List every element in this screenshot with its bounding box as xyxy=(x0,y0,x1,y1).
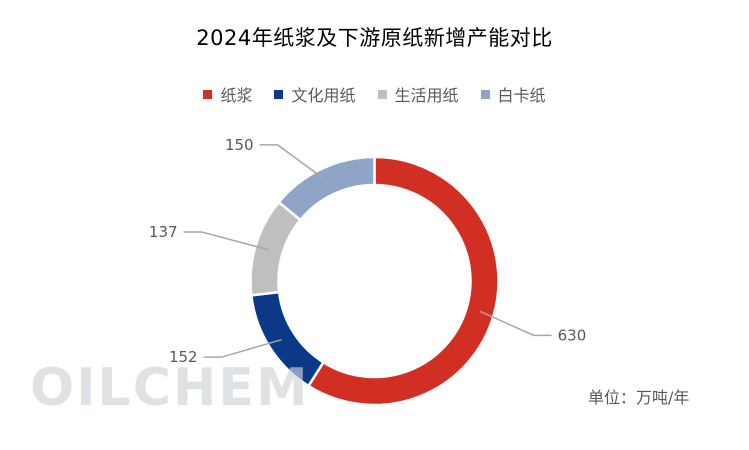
watermark-logo: OILCHEM xyxy=(30,358,310,418)
legend-item-cultural-paper: 文化用纸 xyxy=(274,82,356,106)
donut-slice-pulp xyxy=(306,155,500,407)
leader-line-pulp xyxy=(479,310,552,337)
leader-line-cultural-paper xyxy=(203,338,282,358)
data-label-ivory-board: 150 xyxy=(225,136,254,154)
data-label-tissue-paper: 137 xyxy=(149,223,178,241)
leader-lines xyxy=(183,144,552,358)
legend-item-pulp: 纸浆 xyxy=(203,82,252,106)
donut-slice-tissue-paper xyxy=(249,200,303,297)
donut-slice-ivory-board xyxy=(277,155,376,222)
legend-swatch-pulp xyxy=(203,89,213,99)
leader-line-tissue-paper xyxy=(183,231,270,251)
legend: 纸浆 文化用纸 生活用纸 白卡纸 xyxy=(0,82,749,106)
leader-line-ivory-board xyxy=(259,144,329,183)
chart-title: 2024年纸浆及下游原纸新增产能对比 xyxy=(196,26,553,50)
legend-label-ivory-board: 白卡纸 xyxy=(497,86,546,105)
unit-label: 单位：万吨/年 xyxy=(588,388,690,407)
legend-label-pulp: 纸浆 xyxy=(220,86,253,105)
data-label-pulp: 630 xyxy=(558,326,587,344)
legend-item-tissue-paper: 生活用纸 xyxy=(377,82,459,106)
data-label-cultural-paper: 152 xyxy=(169,348,198,366)
legend-label-tissue-paper: 生活用纸 xyxy=(394,86,459,105)
data-labels: 630 152 137 150 xyxy=(149,136,586,366)
legend-label-cultural-paper: 文化用纸 xyxy=(291,86,356,105)
legend-swatch-cultural-paper xyxy=(274,89,284,99)
donut-slices xyxy=(249,155,500,407)
legend-swatch-ivory-board xyxy=(480,89,490,99)
legend-swatch-tissue-paper xyxy=(377,89,387,99)
legend-item-ivory-board: 白卡纸 xyxy=(480,82,546,106)
